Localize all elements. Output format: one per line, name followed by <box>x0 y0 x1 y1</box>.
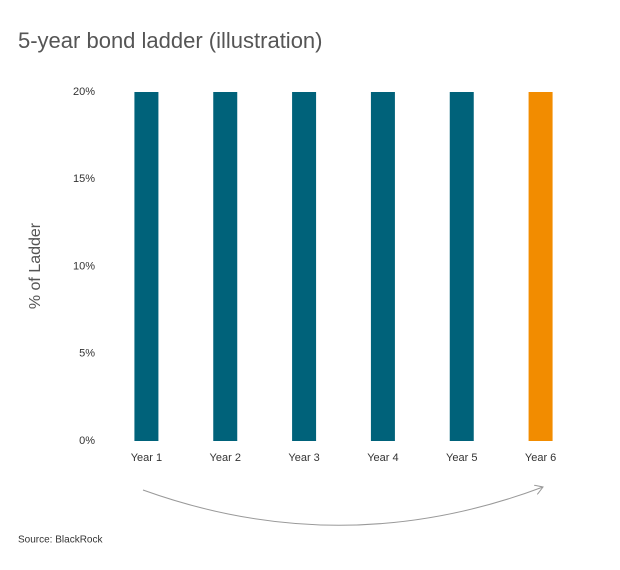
y-tick-label: 5% <box>79 348 95 360</box>
source: Source: BlackRock <box>18 535 103 546</box>
y-tick-label: 10% <box>73 260 95 272</box>
x-tick-label: Year 5 <box>446 452 477 464</box>
bar <box>370 92 395 441</box>
bar <box>213 92 238 441</box>
y-tick-label: 20% <box>73 86 95 98</box>
x-tick-label: Year 6 <box>525 452 556 464</box>
x-tick-label: Year 2 <box>210 452 241 464</box>
bar <box>292 92 317 441</box>
y-tick-label: 0% <box>79 435 95 447</box>
x-tick-label: Year 3 <box>288 452 319 464</box>
y-axis-label: % of Ladder <box>27 222 44 309</box>
y-tick-label: 15% <box>73 173 95 185</box>
x-tick-label: Year 4 <box>367 452 398 464</box>
bar <box>134 92 159 441</box>
x-tick-label: Year 1 <box>131 452 162 464</box>
roll-arrow <box>142 487 543 526</box>
chart-title: 5-year bond ladder (illustration) <box>18 28 323 53</box>
bar <box>449 92 474 441</box>
bar <box>528 92 553 441</box>
